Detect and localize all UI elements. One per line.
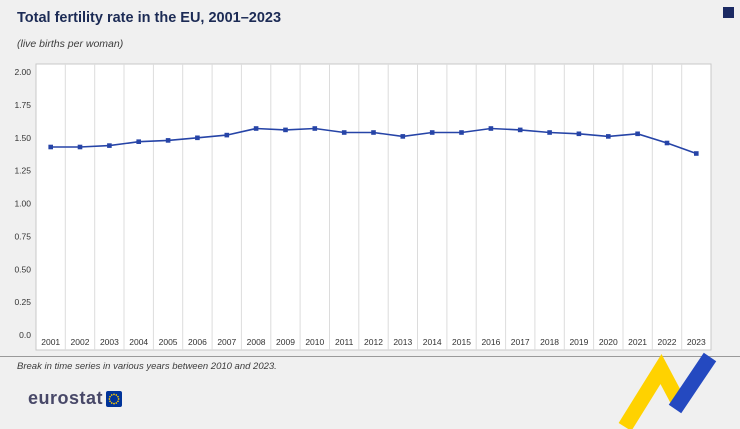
svg-text:2021: 2021 [628,337,647,347]
eu-flag-icon [106,390,123,407]
chart-subtitle: (live births per woman) [17,38,124,50]
svg-text:2022: 2022 [658,337,677,347]
svg-text:2001: 2001 [41,337,60,347]
svg-text:2017: 2017 [511,337,530,347]
svg-text:2015: 2015 [452,337,471,347]
plot-area [35,63,712,351]
svg-text:2009: 2009 [276,337,295,347]
svg-text:2011: 2011 [335,337,354,347]
grid-lines [64,64,683,350]
svg-text:2012: 2012 [364,337,383,347]
svg-text:2019: 2019 [569,337,588,347]
y-axis-labels: 2.00 1.75 1.50 1.25 1.00 0.75 0.50 0.25 0.0 [14,67,31,340]
svg-text:2018: 2018 [540,337,559,347]
svg-text:2014: 2014 [423,337,442,347]
x-axis-labels: 2001 2002 2003 2004 2005 2006 2007 2008 2009 2010… [41,337,706,347]
svg-text:2002: 2002 [71,337,90,347]
svg-text:2008: 2008 [247,337,266,347]
svg-text:2006: 2006 [188,337,207,347]
svg-text:2005: 2005 [159,337,178,347]
eurostat-logo: eurostat [28,388,123,409]
corner-accent-square [723,7,734,18]
svg-text:2007: 2007 [217,337,236,347]
svg-text:0.50: 0.50 [14,264,31,274]
svg-text:1.50: 1.50 [14,133,31,143]
svg-text:2013: 2013 [393,337,412,347]
svg-text:2.00: 2.00 [14,67,31,77]
footnote-divider [0,356,740,357]
svg-text:2003: 2003 [100,337,119,347]
data-points [48,126,699,156]
svg-text:2020: 2020 [599,337,618,347]
svg-text:2010: 2010 [305,337,324,347]
chart-title: Total fertility rate in the EU, 2001–202… [17,10,282,26]
svg-text:0.0: 0.0 [19,330,31,340]
svg-text:0.75: 0.75 [14,231,31,241]
eurostat-logo-text: eurostat [28,388,104,408]
footnote: Break in time series in various years be… [17,361,277,372]
svg-text:1.00: 1.00 [14,199,31,209]
svg-text:1.75: 1.75 [14,100,31,110]
svg-text:2023: 2023 [687,337,706,347]
svg-text:2016: 2016 [481,337,500,347]
svg-text:2004: 2004 [129,337,148,347]
eurostat-swoosh-decoration [618,352,717,429]
svg-text:0.25: 0.25 [14,297,31,307]
svg-text:1.25: 1.25 [14,166,31,176]
